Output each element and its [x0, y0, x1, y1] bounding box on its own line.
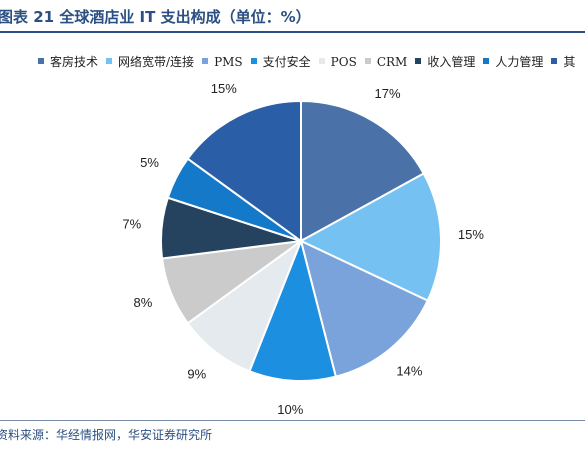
pie-slice: [186, 238, 304, 373]
pie-slice: [298, 172, 442, 302]
legend-item: 支付安全: [250, 53, 311, 70]
legend-label: POS: [330, 55, 357, 69]
legend-item: POS: [318, 55, 357, 69]
pie-slice: [248, 237, 338, 382]
pie-value-labels: 17% 15% 14% 10% 9% 8% 7% 5% 15%: [122, 81, 484, 417]
figure-title-text: 图表 21 全球酒店业 IT 支出构成（单位：%）: [0, 8, 311, 26]
pie-slice: [299, 239, 430, 378]
legend-swatch: [415, 58, 422, 64]
legend-swatch: [106, 58, 113, 64]
source-divider: [0, 420, 585, 421]
legend-swatch: [318, 58, 325, 64]
pie-slices: [159, 99, 442, 382]
legend-label: PMS: [214, 55, 243, 69]
legend-item: PMS: [202, 55, 243, 69]
figure-title: 图表 21 全球酒店业 IT 支出构成（单位：%）: [0, 6, 311, 28]
legend-swatch: [551, 58, 558, 64]
legend-label: 网络宽带/连接: [118, 55, 195, 69]
legend-label: 其: [563, 55, 576, 69]
source-note: 资料来源：华经情报网，华安证券研究所: [0, 428, 213, 442]
legend-label: 客房技术: [50, 55, 99, 69]
title-divider: [0, 31, 585, 33]
legend-swatch: [38, 58, 44, 64]
pie-value-label: 15%: [458, 227, 484, 242]
legend-item: 收入管理: [415, 53, 475, 70]
legend-swatch: [483, 58, 490, 64]
pie-value-label: 7%: [122, 216, 141, 231]
pie-value-label: 14%: [396, 363, 422, 378]
chart-legend: 客房技术 网络宽带/连接 PMS 支付安全 POS CRM 收入管理 人力管理 其: [38, 53, 583, 69]
legend-label: 收入管理: [427, 55, 476, 69]
pie-value-label: 8%: [134, 295, 153, 310]
pie-value-label: 10%: [277, 402, 303, 417]
legend-label: CRM: [376, 55, 408, 69]
legend-item: CRM: [364, 55, 408, 69]
pie-value-label: 17%: [374, 86, 400, 101]
legend-swatch: [364, 58, 371, 64]
legend-swatch: [202, 58, 209, 64]
legend-item: 客房技术: [38, 53, 98, 70]
legend-item: 其: [551, 53, 575, 70]
pie-value-label: 9%: [187, 367, 206, 382]
pie-value-label: 5%: [140, 155, 159, 170]
pie-slice: [300, 99, 426, 243]
pie-value-label: 15%: [211, 81, 237, 96]
legend-swatch: [250, 58, 257, 64]
legend-label: 支付安全: [262, 55, 311, 69]
pie-slice: [186, 99, 302, 243]
legend-item: 人力管理: [483, 53, 543, 70]
legend-item: 网络宽带/连接: [106, 53, 194, 70]
legend-label: 人力管理: [495, 55, 544, 69]
